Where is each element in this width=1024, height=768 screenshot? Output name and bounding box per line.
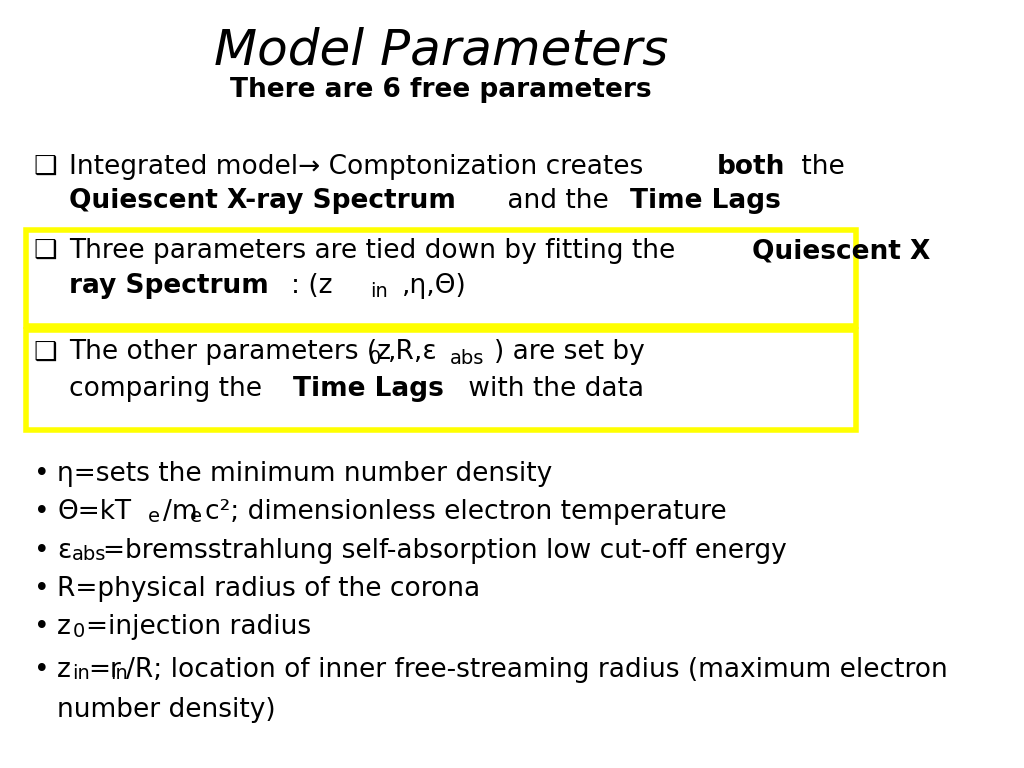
Text: abs: abs [73,545,106,564]
Text: z: z [57,657,72,683]
Text: 0: 0 [73,622,85,641]
Text: •: • [34,657,49,683]
Text: in: in [371,282,388,301]
Text: Quiescent X: Quiescent X [753,238,931,264]
FancyBboxPatch shape [27,330,856,430]
Text: Model Parameters: Model Parameters [214,27,669,75]
Text: 0: 0 [369,349,381,368]
Text: •: • [34,499,49,525]
Text: number density): number density) [57,697,276,723]
Text: comparing the: comparing the [69,376,270,402]
Text: η=sets the minimum number density: η=sets the minimum number density [57,461,553,487]
Text: e: e [189,507,202,526]
Text: Quiescent X-ray Spectrum: Quiescent X-ray Spectrum [69,188,456,214]
Text: Three parameters are tied down by fitting the: Three parameters are tied down by fittin… [69,238,683,264]
Text: in: in [111,664,128,684]
Text: R=physical radius of the corona: R=physical radius of the corona [57,576,480,602]
Text: =injection radius: =injection radius [86,614,310,641]
Text: ε: ε [57,538,72,564]
Text: ,η,Θ): ,η,Θ) [401,273,466,299]
Text: The other parameters (z: The other parameters (z [69,339,391,366]
FancyBboxPatch shape [27,230,856,326]
Text: •: • [34,614,49,641]
Text: Time Lags: Time Lags [631,188,781,214]
Text: ray Spectrum: ray Spectrum [69,273,268,299]
Text: /m: /m [163,499,198,525]
Text: in: in [73,664,90,684]
Text: e: e [148,507,160,526]
Text: ❑: ❑ [34,154,57,180]
Text: Integrated model→ Comptonization creates: Integrated model→ Comptonization creates [69,154,651,180]
Text: ❑: ❑ [34,238,57,264]
Text: ) are set by: ) are set by [495,339,645,366]
Text: There are 6 free parameters: There are 6 free parameters [230,77,652,103]
Text: the: the [793,154,845,180]
Text: ❑: ❑ [34,339,57,366]
Text: =r: =r [88,657,121,683]
Text: and the: and the [499,188,617,214]
Text: Time Lags: Time Lags [293,376,443,402]
Text: •: • [34,576,49,602]
Text: z: z [57,614,72,641]
Text: •: • [34,538,49,564]
Text: both: both [717,154,785,180]
Text: c²; dimensionless electron temperature: c²; dimensionless electron temperature [205,499,726,525]
Text: with the data: with the data [461,376,644,402]
Text: Θ=kT: Θ=kT [57,499,131,525]
Text: /R; location of inner free-streaming radius (maximum electron: /R; location of inner free-streaming rad… [126,657,948,683]
Text: abs: abs [450,349,484,368]
Text: ,R,ε: ,R,ε [388,339,438,366]
Text: •: • [34,461,49,487]
Text: =bremsstrahlung self-absorption low cut-off energy: =bremsstrahlung self-absorption low cut-… [103,538,787,564]
Text: : (z: : (z [291,273,333,299]
